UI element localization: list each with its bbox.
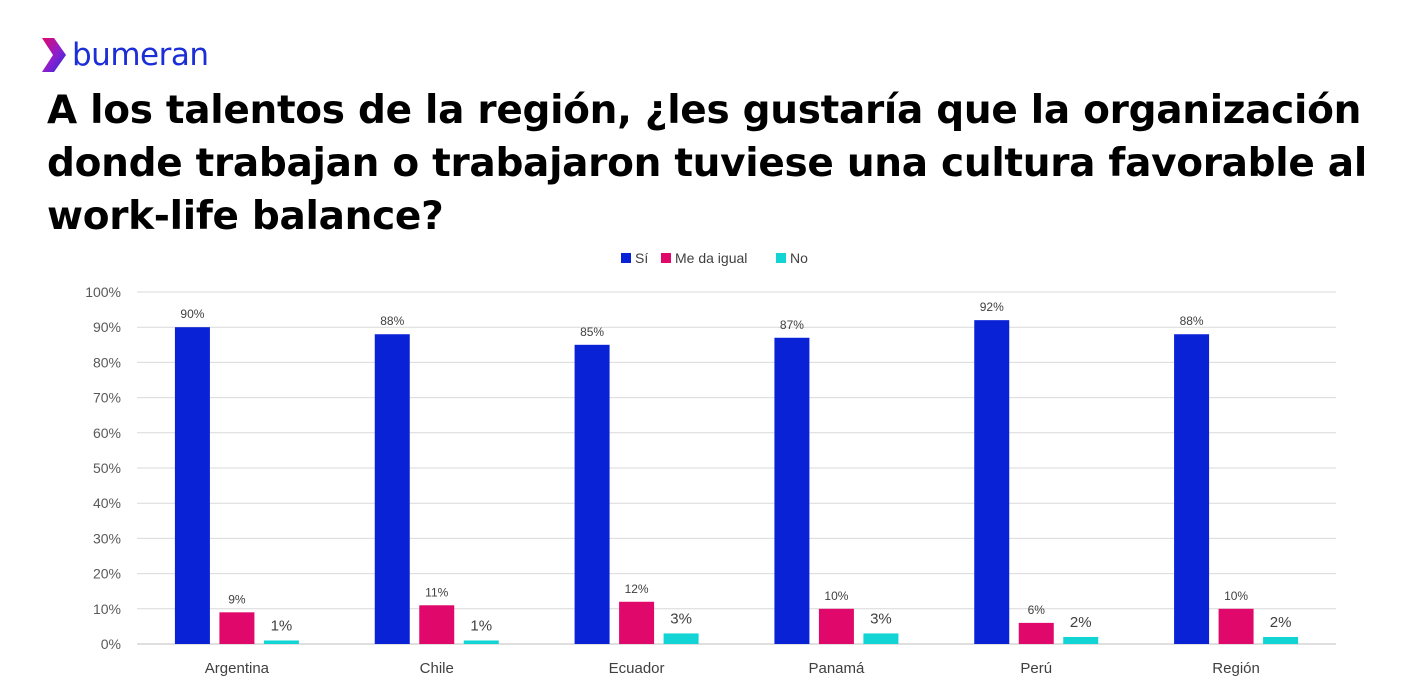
bar-no [663, 633, 699, 644]
legend: Sí Me da igual No [621, 250, 808, 266]
legend-label: No [790, 250, 808, 266]
bar-no [463, 640, 499, 644]
x-tick-label: Argentina [205, 660, 270, 677]
x-axis: Argentina Chile Ecuador Panamá Perú Región [205, 660, 1260, 677]
data-label: 1% [271, 617, 293, 634]
data-label: 88% [380, 314, 404, 328]
data-label: 88% [1180, 314, 1204, 328]
bar-si [174, 327, 210, 644]
bar-si [574, 344, 610, 644]
x-tick-label: Ecuador [609, 660, 665, 677]
y-tick-label: 50% [93, 460, 121, 476]
y-tick-label: 20% [93, 566, 121, 582]
gridlines [137, 291, 1336, 645]
y-tick-label: 60% [93, 425, 121, 441]
legend-label: Me da igual [675, 250, 747, 266]
bar-me-da-igual [1218, 608, 1254, 644]
bar-si [774, 337, 810, 644]
data-label: 2% [1070, 614, 1092, 631]
data-label: 10% [1224, 589, 1248, 603]
data-label: 12% [625, 582, 649, 596]
y-tick-label: 90% [93, 319, 121, 335]
y-tick-label: 80% [93, 354, 121, 370]
data-label: 6% [1028, 603, 1046, 617]
data-label: 11% [425, 585, 448, 599]
bar-no [1263, 636, 1299, 644]
data-label: 9% [228, 592, 246, 606]
y-tick-label: 100% [85, 284, 121, 300]
x-tick-label: Panamá [808, 660, 865, 677]
data-label: 1% [470, 617, 492, 634]
data-label: 85% [580, 325, 604, 339]
chevron-arrow-icon [42, 38, 66, 72]
bar-me-da-igual [818, 608, 854, 644]
x-tick-label: Chile [420, 660, 454, 677]
bar-me-da-igual [619, 601, 655, 644]
x-tick-label: Perú [1020, 660, 1052, 677]
legend-swatch [661, 253, 671, 263]
data-label: 90% [180, 307, 204, 321]
bar-si [374, 334, 410, 644]
data-label: 92% [980, 300, 1004, 314]
bar-no [1063, 636, 1099, 644]
bar-me-da-igual [419, 605, 455, 644]
bars: 90% 9% 1% 88% 11% 1% 85% 12% 3% 87% 10% 3% 92% 6% 2% 88… [174, 300, 1299, 644]
bar-me-da-igual [1018, 622, 1054, 644]
y-tick-label: 0% [101, 636, 121, 652]
y-axis: 0% 10% 20% 30% 40% 50% 60% 70% 80% 90% 100% [85, 284, 121, 652]
x-tick-label: Región [1212, 660, 1260, 677]
bar-si [974, 320, 1010, 644]
bar-si [1174, 334, 1210, 644]
data-label: 10% [824, 589, 848, 603]
legend-swatch [776, 253, 786, 263]
y-tick-label: 40% [93, 495, 121, 511]
y-tick-label: 70% [93, 390, 121, 406]
brand-logo: bumeran [40, 36, 209, 74]
y-tick-label: 10% [93, 601, 121, 617]
data-label: 3% [870, 610, 892, 627]
bar-no [863, 633, 899, 644]
data-label: 3% [670, 610, 692, 627]
legend-label: Sí [635, 250, 648, 266]
y-tick-label: 30% [93, 530, 121, 546]
data-label: 87% [780, 318, 804, 332]
legend-swatch [621, 253, 631, 263]
data-label: 2% [1270, 614, 1292, 631]
bar-no [263, 640, 299, 644]
page-title: A los talentos de la región, ¿les gustar… [47, 88, 1367, 239]
brand-name: bumeran [72, 36, 209, 73]
bar-me-da-igual [219, 612, 255, 644]
